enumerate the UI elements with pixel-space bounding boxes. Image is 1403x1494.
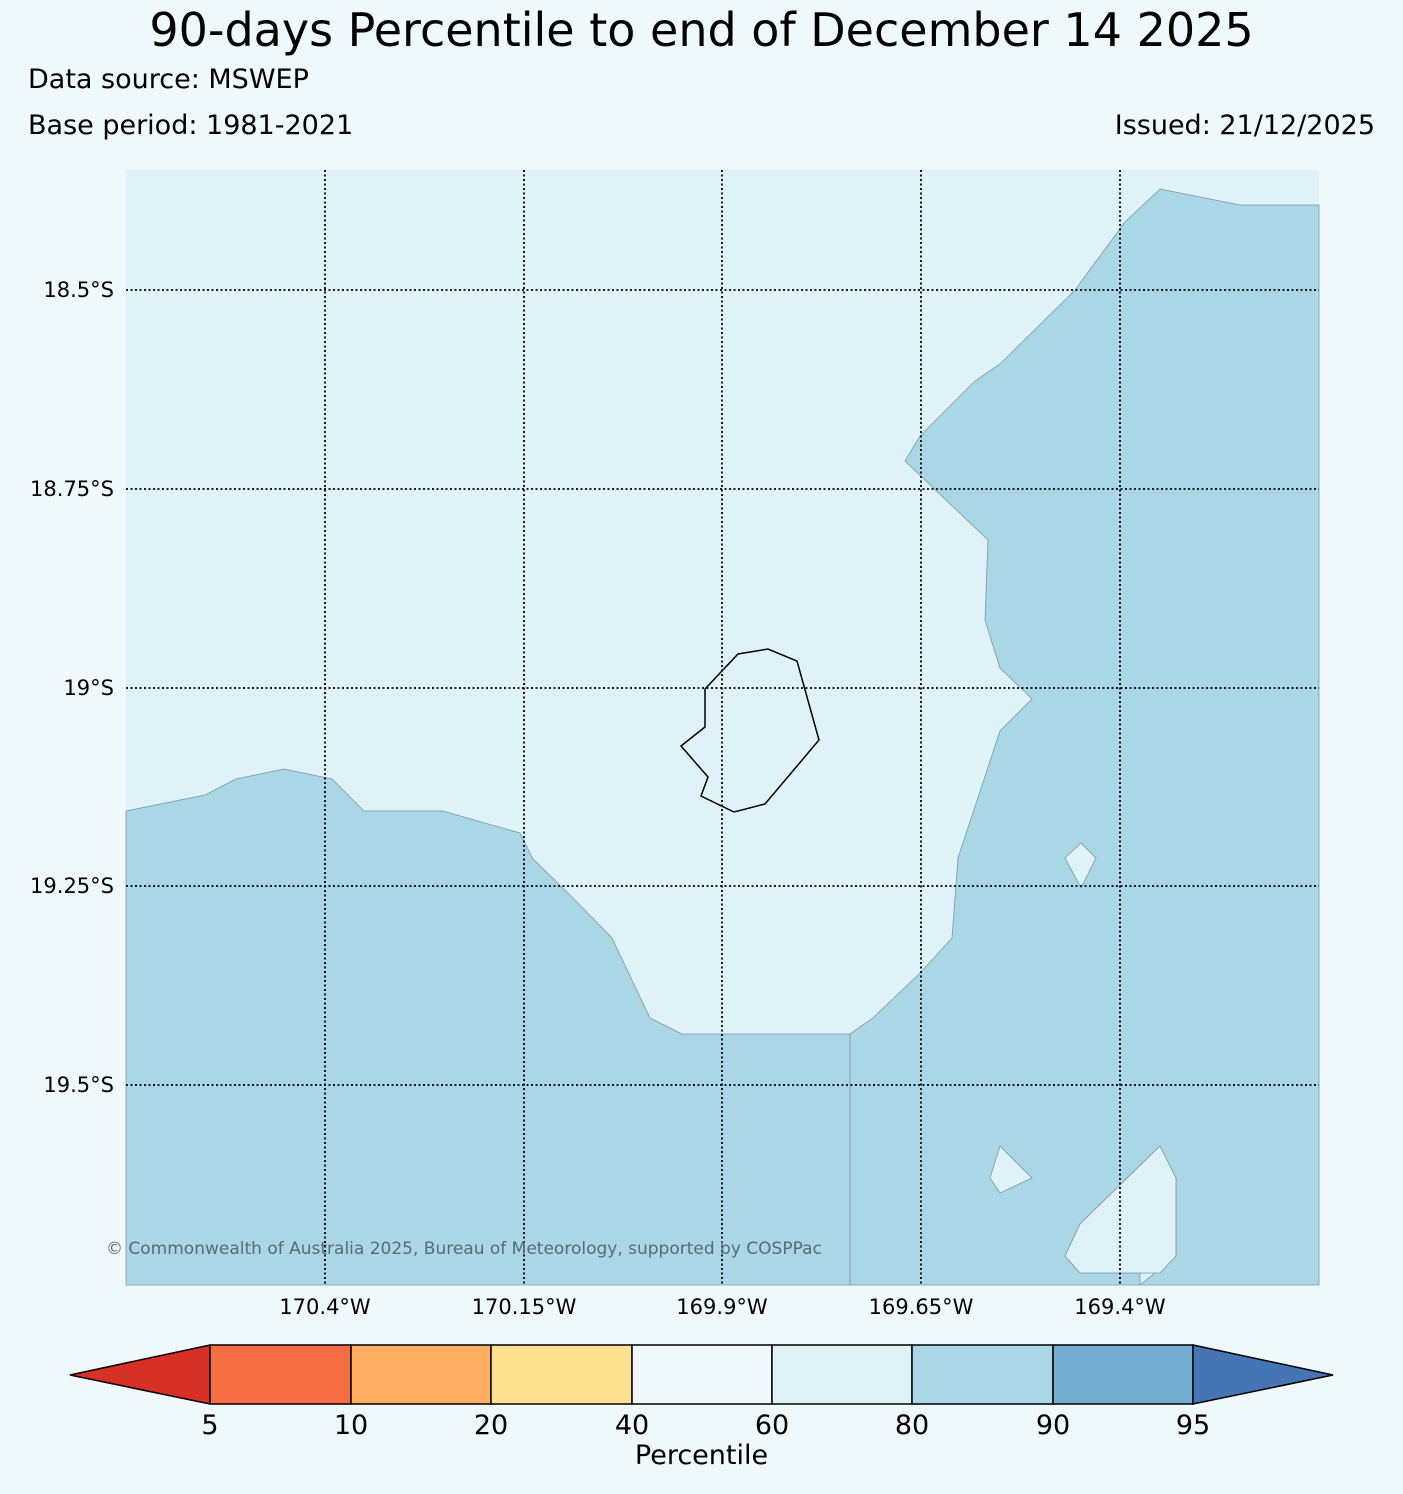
data-source: Data source: MSWEP [28, 64, 309, 95]
patch-small-1 [1064, 842, 1097, 889]
lon-label: 170.15°W [471, 1295, 577, 1319]
colorbar-tick: 95 [1175, 1410, 1211, 1441]
lon-label: 169.9°W [676, 1295, 768, 1319]
lat-label: 18.75°S [30, 477, 114, 501]
patch-small-2 [989, 1145, 1033, 1194]
colorbar-extend-low [69, 1344, 211, 1405]
lon-label: 170.4°W [279, 1295, 371, 1319]
colorbar-tick: 20 [473, 1410, 509, 1441]
base-period: Base period: 1981-2021 [28, 110, 354, 141]
colorbar-bin-90-95 [1052, 1344, 1194, 1405]
colorbar-label: Percentile [634, 1440, 769, 1471]
colorbar-bin-10-20 [350, 1344, 492, 1405]
colorbar-tick: 5 [201, 1410, 219, 1441]
colorbar-tick: 80 [894, 1410, 930, 1441]
copyright-notice: © Commonwealth of Australia 2025, Bureau… [106, 1239, 822, 1259]
gridlines [126, 170, 1319, 1285]
colorbar-bin-5-10 [209, 1344, 352, 1405]
colorbar-bin-40-60 [631, 1344, 773, 1405]
lat-label: 19.5°S [43, 1073, 114, 1097]
colorbar-extend-high [1192, 1344, 1334, 1405]
island-outline [679, 648, 820, 813]
colorbar-tick: 90 [1035, 1410, 1071, 1441]
lat-label: 19°S [63, 676, 114, 700]
lon-label: 169.4°W [1074, 1295, 1166, 1319]
issued-date: Issued: 21/12/2025 [1114, 110, 1375, 141]
colorbar-tick: 40 [614, 1410, 650, 1441]
map-title: 90-days Percentile to end of December 14… [149, 3, 1254, 57]
lat-label: 19.25°S [30, 874, 114, 898]
colorbar-bin-80-90 [911, 1344, 1054, 1405]
colorbar-tick: 10 [333, 1410, 369, 1441]
lon-label: 169.65°W [868, 1295, 974, 1319]
colorbar-tick: 60 [754, 1410, 790, 1441]
lat-label: 18.5°S [43, 278, 114, 302]
colorbar-bin-60-80 [771, 1344, 913, 1405]
colorbar [69, 1344, 1334, 1405]
colorbar-bin-20-40 [490, 1344, 633, 1405]
region-southwest-80-90 [125, 768, 851, 1286]
